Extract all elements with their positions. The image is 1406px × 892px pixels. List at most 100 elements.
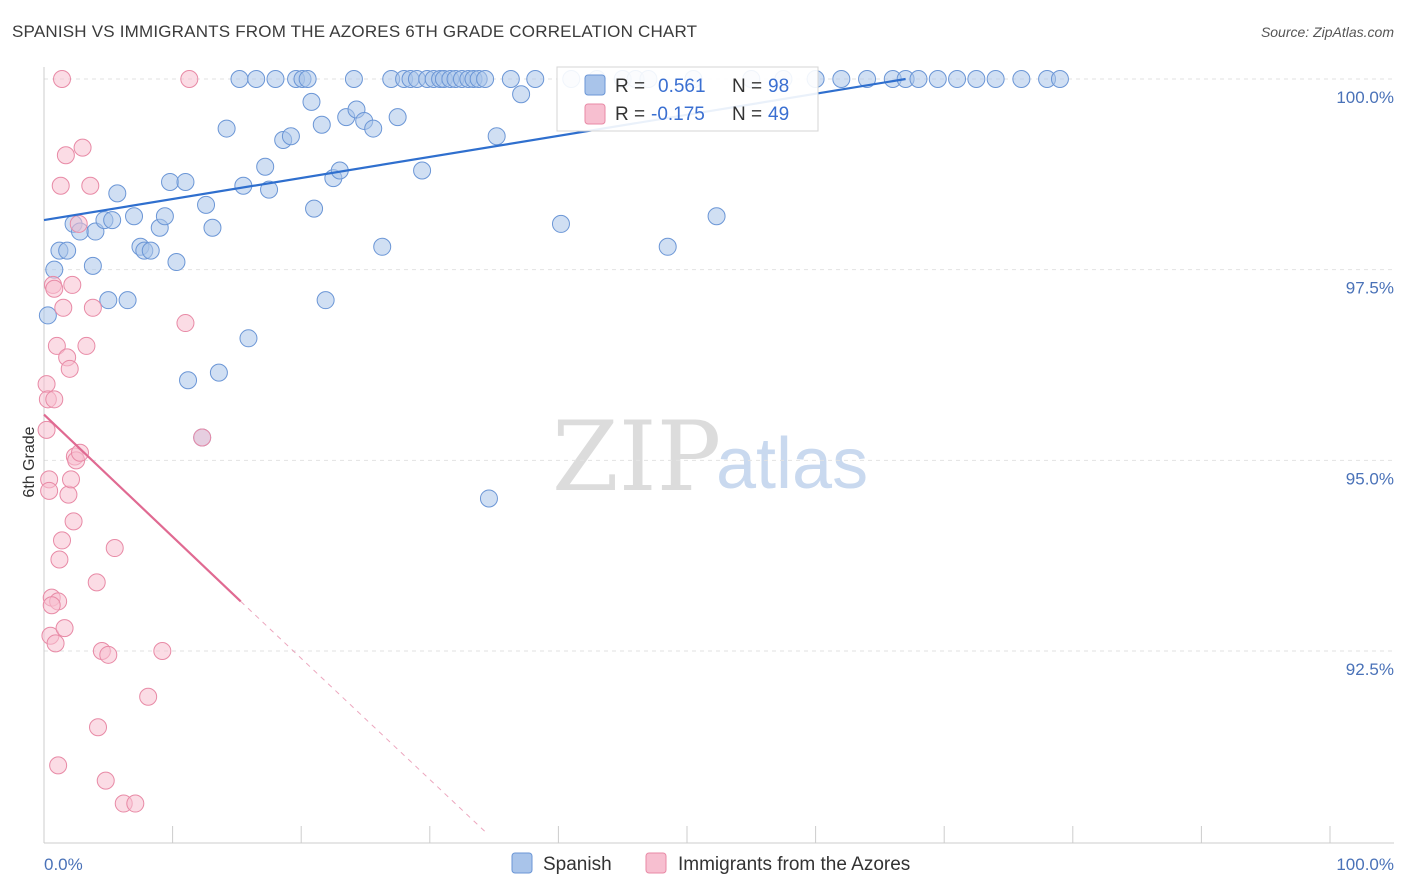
azores-point-1 xyxy=(37,420,56,439)
y-tick-label-1: 97.5% xyxy=(1346,279,1394,298)
spanish-point-80 xyxy=(658,237,677,256)
azores-point-25 xyxy=(64,512,83,531)
azores-point-35 xyxy=(89,718,108,737)
spanish-point-39 xyxy=(298,70,317,88)
azores-point-21 xyxy=(59,485,78,504)
chart-title: SPANISH VS IMMIGRANTS FROM THE AZORES 6T… xyxy=(12,22,698,41)
series-azores-points xyxy=(37,70,212,813)
azores-point-0 xyxy=(37,375,56,394)
spanish-point-1 xyxy=(45,260,64,279)
stats-r-label-spanish: R = xyxy=(615,76,645,97)
stats-n-label-azores: N = xyxy=(732,104,762,125)
azores-point-24 xyxy=(63,275,82,294)
spanish-point-11 xyxy=(108,184,127,203)
trendline-azores xyxy=(43,413,242,603)
azores-point-10 xyxy=(46,634,65,653)
spanish-point-20 xyxy=(167,253,186,272)
spanish-point-22 xyxy=(179,371,198,390)
stats-n-value-azores: 49 xyxy=(768,104,789,125)
azores-point-18 xyxy=(55,619,74,638)
legend-swatch-spanish xyxy=(511,852,533,874)
spanish-point-36 xyxy=(281,127,300,146)
trendline-azores-extension xyxy=(240,601,489,835)
azores-point-34 xyxy=(87,573,106,592)
spanish-point-24 xyxy=(197,195,216,214)
series-legend: Spanish Immigrants from the Azores xyxy=(511,852,910,875)
azores-point-42 xyxy=(139,687,158,706)
stats-n-value-spanish: 98 xyxy=(768,76,789,97)
axes xyxy=(43,67,1394,844)
stats-legend-swatch-azores xyxy=(584,103,606,125)
spanish-point-21 xyxy=(176,172,195,191)
x-tick-label-min: 0.0% xyxy=(44,855,83,874)
azores-point-48 xyxy=(49,756,68,775)
y-axis-label: 6th Grade xyxy=(21,426,38,497)
gridlines xyxy=(44,78,1394,652)
stats-legend-swatch-spanish xyxy=(584,74,606,96)
spanish-point-93 xyxy=(967,70,986,88)
source-credit: Source: ZipAtlas.com xyxy=(1260,24,1394,40)
spanish-point-53 xyxy=(388,108,407,127)
legend-label-azores: Immigrants from the Azores xyxy=(678,854,910,875)
azores-point-8 xyxy=(45,279,64,298)
azores-point-41 xyxy=(126,794,145,813)
y-tick-label-0: 100.0% xyxy=(1336,88,1394,107)
spanish-point-43 xyxy=(316,291,335,310)
azores-point-9 xyxy=(45,390,64,409)
stats-legend: R = 0.561 N = 98 R = -0.175 N = 49 xyxy=(556,66,819,132)
spanish-point-82 xyxy=(707,207,726,226)
watermark-atlas: atlas xyxy=(716,424,868,504)
azores-point-22 xyxy=(60,359,79,378)
spanish-point-71 xyxy=(501,70,520,88)
spanish-point-3 xyxy=(58,241,77,260)
spanish-point-12 xyxy=(118,291,137,310)
spanish-point-6 xyxy=(83,256,102,275)
spanish-point-86 xyxy=(832,70,851,88)
azores-point-47 xyxy=(42,596,61,615)
spanish-point-30 xyxy=(239,329,258,348)
azores-point-30 xyxy=(73,138,92,157)
spanish-point-13 xyxy=(125,207,144,226)
azores-point-39 xyxy=(105,539,124,558)
spanish-point-0 xyxy=(38,306,57,325)
azores-point-37 xyxy=(96,771,115,790)
spanish-point-18 xyxy=(155,207,174,226)
spanish-point-16 xyxy=(141,241,160,260)
spanish-point-9 xyxy=(99,291,118,310)
azores-point-23 xyxy=(62,470,81,489)
azores-point-15 xyxy=(53,70,72,88)
spanish-point-40 xyxy=(302,92,321,111)
spanish-point-73 xyxy=(526,70,545,88)
spanish-point-41 xyxy=(305,199,324,218)
spanish-point-28 xyxy=(230,70,249,88)
spanish-point-25 xyxy=(203,218,222,237)
spanish-point-57 xyxy=(413,161,432,180)
x-tick-label-max: 100.0% xyxy=(1336,855,1394,874)
spanish-point-70 xyxy=(487,127,506,146)
spanish-point-47 xyxy=(344,70,363,88)
azores-point-33 xyxy=(83,298,102,317)
spanish-point-19 xyxy=(161,172,180,191)
azores-point-14 xyxy=(51,176,70,195)
spanish-point-90 xyxy=(909,70,928,88)
stats-r-value-azores: -0.175 xyxy=(651,104,705,125)
spanish-point-10 xyxy=(103,211,122,230)
spanish-point-92 xyxy=(948,70,967,88)
spanish-point-69 xyxy=(479,489,498,508)
spanish-point-50 xyxy=(364,119,383,138)
watermark: ZIP atlas xyxy=(552,401,868,513)
spanish-point-72 xyxy=(512,85,531,104)
stats-r-value-spanish: 0.561 xyxy=(658,76,706,97)
y-tick-label-3: 92.5% xyxy=(1346,660,1394,679)
azores-point-31 xyxy=(77,336,96,355)
spanish-point-42 xyxy=(312,115,331,134)
azores-point-29 xyxy=(71,443,90,462)
spanish-point-95 xyxy=(1012,70,1031,88)
azores-point-45 xyxy=(180,70,199,88)
spanish-point-68 xyxy=(476,70,495,88)
spanish-point-87 xyxy=(858,70,877,88)
spanish-point-31 xyxy=(247,70,266,88)
spanish-point-26 xyxy=(209,363,228,382)
stats-r-label-azores: R = xyxy=(615,104,645,125)
azores-point-32 xyxy=(81,176,100,195)
